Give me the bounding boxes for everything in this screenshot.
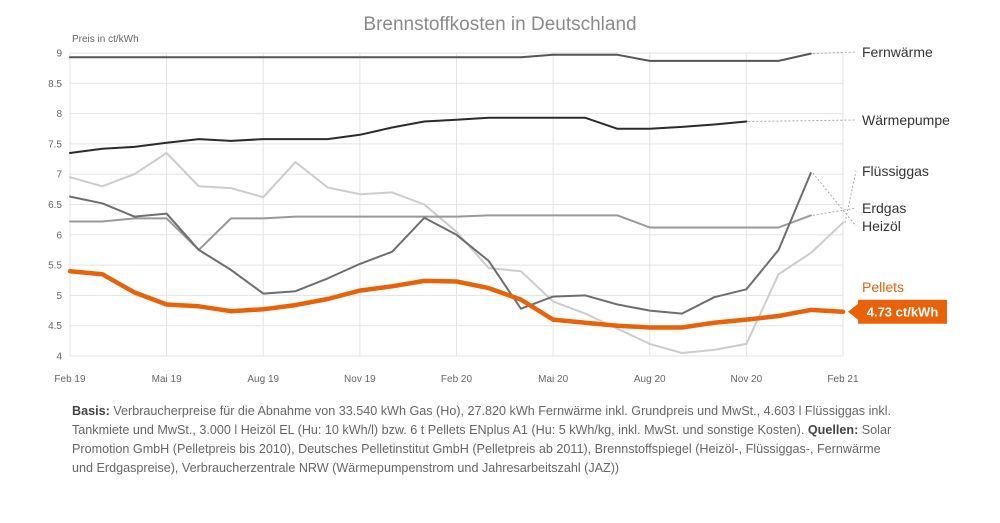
series-lines <box>67 52 846 354</box>
y-tick-label: 6.5 <box>48 200 62 211</box>
fuel-cost-chart: Brennstoffkosten in Deutschland Preis in… <box>48 14 950 385</box>
x-tick-label: Feb 20 <box>441 374 473 385</box>
y-tick-label: 4.5 <box>48 321 62 332</box>
x-tick-label: Nov 20 <box>731 374 763 385</box>
erdgas-line <box>69 214 812 251</box>
y-tick-label: 9 <box>56 49 62 60</box>
y-tick-label: 7.5 <box>48 139 62 150</box>
series-labels: Flüssiggas Erdgas Heizöl Fernwärme Wärmepump… <box>862 44 950 295</box>
y-tick-label: 7 <box>56 170 62 181</box>
basis-label: Basis: <box>72 404 110 418</box>
callout-pointer <box>848 303 858 320</box>
waermepumpe-label: Wärmepumpe <box>862 112 950 128</box>
basis-text: Verbraucherpreise für die Abnahme von 33… <box>72 404 891 437</box>
erdgas-leader <box>812 207 857 216</box>
x-tick-label: Nov 19 <box>344 374 376 385</box>
pellets-label: Pellets <box>862 279 904 295</box>
y-tick-label: 5 <box>56 291 62 302</box>
y-tick-label: 8 <box>56 109 62 120</box>
pellets-line <box>67 268 846 330</box>
x-tick-label: Feb 19 <box>54 374 86 385</box>
x-tick-label: Feb 21 <box>827 374 859 385</box>
x-tick-label: Aug 20 <box>634 374 666 385</box>
y-axis-label: Preis in ct/kWh <box>72 34 139 45</box>
x-tick-label: Mai 19 <box>152 374 182 385</box>
y-tick-label: 5.5 <box>48 261 62 272</box>
fluessiggas-line <box>69 152 844 354</box>
x-axis-ticks: Feb 19 Mai 19 Aug 19 Nov 19 Feb 20 Mai 20 Aug … <box>54 374 859 385</box>
y-tick-label: 8.5 <box>48 79 62 90</box>
fernwaerme-label: Fernwärme <box>862 44 933 60</box>
waermepumpe-line <box>69 116 748 154</box>
fernwaerme-leader <box>812 51 857 55</box>
pellets-price-callout: 4.73 ct/kWh <box>848 299 947 324</box>
callout-value: 4.73 ct/kWh <box>867 304 939 319</box>
erdgas-label: Erdgas <box>862 200 906 216</box>
callout-box <box>858 299 947 324</box>
chart-title: Brennstoffkosten in Deutschland <box>363 14 636 35</box>
heizoel-leader <box>812 172 857 227</box>
waermepumpe-leader <box>748 119 857 122</box>
label-leaders <box>748 51 857 227</box>
x-tick-label: Aug 19 <box>247 374 279 385</box>
sources-text: Solar Promotion GmbH (Pelletpreis bis 20… <box>72 423 892 475</box>
x-tick-label: Mai 20 <box>538 374 568 385</box>
y-tick-label: 4 <box>56 352 62 363</box>
heizoel-line <box>69 172 812 315</box>
grid <box>69 52 844 357</box>
heizoel-label: Heizöl <box>862 218 901 234</box>
fluessiggas-label: Flüssiggas <box>862 163 929 179</box>
chart-footnote: Basis: Verbraucherpreise für die Abnahme… <box>72 402 892 478</box>
y-axis-ticks: 4 4.5 5 5.5 6 6.5 7 7.5 8 8.5 9 <box>48 49 62 363</box>
sources-label: Quellen: <box>807 423 859 437</box>
y-tick-label: 6 <box>56 230 62 241</box>
fernwaerme-line <box>69 52 812 62</box>
